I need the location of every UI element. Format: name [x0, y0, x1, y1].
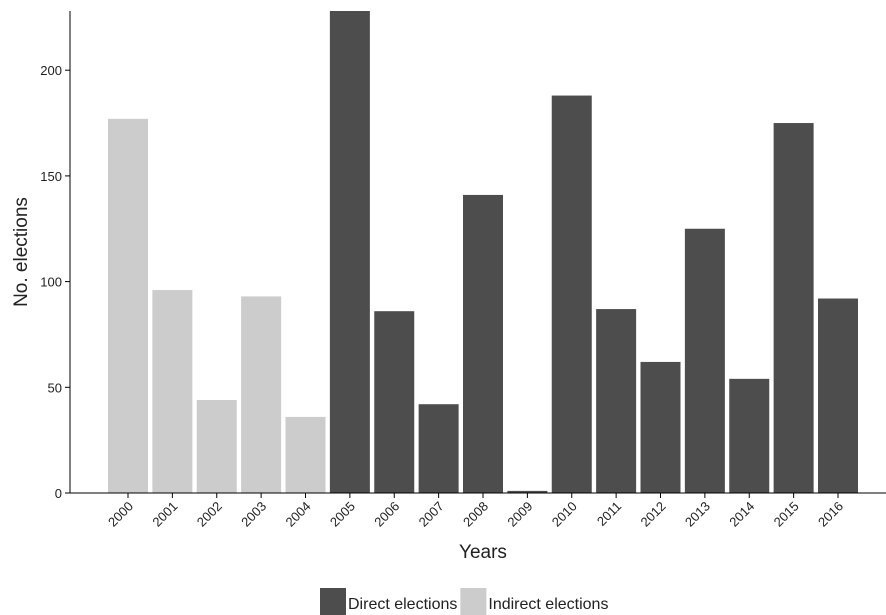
x-tick-label: 2016	[815, 499, 846, 530]
x-tick-label: 2013	[682, 499, 713, 530]
legend-key	[460, 588, 487, 615]
bar	[329, 11, 370, 493]
bar	[108, 118, 148, 493]
bar	[773, 123, 814, 494]
bar	[374, 311, 415, 493]
legend-label: Direct elections	[348, 596, 457, 613]
legend-key	[320, 588, 346, 615]
bar	[684, 228, 725, 494]
x-tick-label: 2002	[194, 499, 225, 530]
x-tick-label: 2011	[594, 499, 624, 529]
x-tick-label: 2009	[504, 499, 535, 530]
x-axis-title: Years	[459, 542, 507, 563]
bar	[241, 296, 282, 493]
x-tick-label: 2005	[327, 499, 358, 530]
bar	[507, 490, 548, 493]
x-tick-label: 2014	[726, 499, 757, 530]
y-tick-label: 200	[40, 63, 62, 78]
y-tick-label: 50	[48, 380, 62, 395]
x-tick-label: 2008	[460, 499, 491, 530]
bar	[285, 416, 326, 493]
x-tick-label: 2001	[149, 499, 180, 530]
bar	[818, 298, 858, 493]
x-tick-label: 2006	[371, 499, 402, 530]
bar	[596, 309, 637, 493]
y-tick-label: 150	[40, 169, 62, 184]
x-tick-label: 2012	[638, 499, 669, 530]
x-tick-label: 2007	[416, 499, 447, 530]
x-tick-label: 2010	[549, 499, 580, 530]
bar	[463, 194, 503, 493]
y-axis-title: No. elections	[11, 197, 32, 307]
legend-label: Indirect elections	[488, 596, 608, 613]
bar	[551, 95, 592, 493]
x-tick-label: 2004	[283, 499, 314, 530]
y-tick-label: 0	[55, 486, 62, 501]
bar	[196, 399, 237, 493]
bar	[729, 378, 770, 493]
y-tick-label: 100	[40, 275, 62, 290]
bar	[640, 361, 681, 493]
x-tick-label: 2003	[238, 499, 269, 530]
bar	[152, 290, 193, 493]
bar	[418, 404, 459, 493]
x-tick-label: 2000	[105, 499, 136, 530]
x-tick-label: 2015	[771, 499, 802, 530]
